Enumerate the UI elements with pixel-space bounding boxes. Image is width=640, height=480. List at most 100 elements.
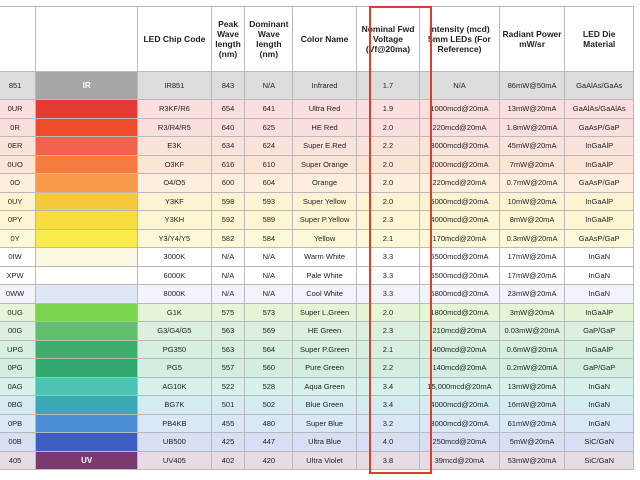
- cell-intensity: 140mcd@20mA: [419, 358, 500, 378]
- cell-die-material: SiC/GaN: [564, 450, 634, 470]
- cell-intensity: 210mcd@20mA: [419, 321, 500, 341]
- cell-code: 0WW: [0, 284, 37, 304]
- cell-code: 0BG: [0, 395, 37, 415]
- cell-forward-voltage: 3.2: [355, 413, 421, 433]
- cell-chip-code: O4/O5: [137, 173, 212, 193]
- cell-dominant-wavelength: N/A: [244, 265, 294, 285]
- cell-swatch: [35, 228, 139, 248]
- table-row: 0ER E3K 634 624 Super E.Red 2.2 8000mcd@20mA 45…: [0, 136, 634, 156]
- cell-peak-wavelength: N/A: [210, 265, 246, 285]
- cell-chip-code: 8000K: [137, 284, 212, 304]
- cell-die-material: InGaAlP: [564, 154, 634, 174]
- table-row: 0UY Y3KF 598 593 Super Yellow 2.0 5000mcd@20mA…: [0, 191, 634, 211]
- header-radiant-power: Radiant Power mW/sr: [498, 6, 566, 72]
- cell-code: XPW: [0, 265, 37, 285]
- cell-peak-wavelength: 575: [210, 302, 246, 322]
- cell-code: 0UR: [0, 99, 37, 119]
- cell-die-material: GaP/GaP: [564, 358, 634, 378]
- cell-radiant-power: 0.2mW@20mA: [498, 358, 566, 378]
- cell-die-material: GaAlAs/GaAs: [564, 71, 634, 100]
- cell-color-name: Ultra Blue: [292, 432, 357, 452]
- table-row: 00G G3/G4/G5 563 569 HE Green 2.3 210mcd@20mA 0…: [0, 321, 634, 341]
- cell-dominant-wavelength: 589: [244, 210, 294, 230]
- cell-dominant-wavelength: 528: [244, 376, 294, 396]
- header-code-blank: [0, 6, 37, 72]
- cell-forward-voltage: 2.0: [355, 191, 421, 211]
- table-row: 0O O4/O5 600 604 Orange 2.0 220mcd@20mA 0.7mW@2…: [0, 173, 634, 193]
- cell-color-name: Orange: [292, 173, 357, 193]
- cell-color-name: Super Blue: [292, 413, 357, 433]
- cell-chip-code: G1K: [137, 302, 212, 322]
- cell-swatch: [35, 358, 139, 378]
- cell-radiant-power: 3mW@20mA: [498, 302, 566, 322]
- cell-code: UPG: [0, 339, 37, 359]
- table-row: 0BG BG7K 501 502 Blue Green 3.4 4000mcd@20mA 16…: [0, 395, 634, 415]
- cell-color-name: Cool White: [292, 284, 357, 304]
- cell-color-name: Super P.Green: [292, 339, 357, 359]
- cell-forward-voltage: 2.3: [355, 210, 421, 230]
- cell-code: 0UY: [0, 191, 37, 211]
- cell-forward-voltage: 2.1: [355, 228, 421, 248]
- cell-swatch: [35, 154, 139, 174]
- cell-dominant-wavelength: 420: [244, 450, 294, 470]
- cell-die-material: InGaN: [564, 376, 634, 396]
- cell-peak-wavelength: 455: [210, 413, 246, 433]
- cell-swatch: [35, 395, 139, 415]
- cell-radiant-power: 0.6mW@20mA: [498, 339, 566, 359]
- cell-dominant-wavelength: 610: [244, 154, 294, 174]
- cell-forward-voltage: 2.1: [355, 339, 421, 359]
- cell-color-name: Infrared: [292, 71, 357, 100]
- table-row: 0PG PG5 557 560 Pure Green 2.2 140mcd@20mA 0.2m…: [0, 358, 634, 378]
- cell-color-name: Super L.Green: [292, 302, 357, 322]
- cell-swatch: [35, 339, 139, 359]
- cell-dominant-wavelength: 480: [244, 413, 294, 433]
- cell-code: 0O: [0, 173, 37, 193]
- cell-dominant-wavelength: 560: [244, 358, 294, 378]
- cell-color-name: Warm White: [292, 247, 357, 267]
- cell-peak-wavelength: N/A: [210, 247, 246, 267]
- table-row: 0IW 3000K N/A N/A Warm White 3.3 5500mcd@20mA 1…: [0, 247, 634, 267]
- table-header: LED Chip Code Peak Wave length (nm) Domi…: [0, 6, 634, 72]
- cell-dominant-wavelength: N/A: [244, 247, 294, 267]
- cell-forward-voltage: 3.3: [355, 265, 421, 285]
- cell-peak-wavelength: 557: [210, 358, 246, 378]
- cell-color-name: Super E.Red: [292, 136, 357, 156]
- cell-chip-code: 3000K: [137, 247, 212, 267]
- cell-code: 00B: [0, 432, 37, 452]
- table-row: XPW 6000K N/A N/A Pale White 3.3 5500mcd@20mA 1…: [0, 265, 634, 285]
- cell-die-material: InGaN: [564, 247, 634, 267]
- cell-swatch: [35, 284, 139, 304]
- cell-radiant-power: 17mW@20mA: [498, 247, 566, 267]
- cell-code: 00G: [0, 321, 37, 341]
- cell-die-material: GaP/GaP: [564, 321, 634, 341]
- cell-code: 0UO: [0, 154, 37, 174]
- cell-intensity: 3000mcd@20mA: [419, 413, 500, 433]
- cell-forward-voltage: 3.3: [355, 247, 421, 267]
- header-peak-wavelength: Peak Wave length (nm): [210, 6, 246, 72]
- cell-dominant-wavelength: 447: [244, 432, 294, 452]
- cell-peak-wavelength: 843: [210, 71, 246, 100]
- cell-chip-code: UV405: [137, 450, 212, 470]
- cell-chip-code: Y3KF: [137, 191, 212, 211]
- cell-radiant-power: 13mW@20mA: [498, 99, 566, 119]
- cell-radiant-power: 61mW@20mA: [498, 413, 566, 433]
- cell-die-material: InGaAlP: [564, 339, 634, 359]
- cell-die-material: InGaN: [564, 395, 634, 415]
- cell-dominant-wavelength: 502: [244, 395, 294, 415]
- cell-color-name: HE Green: [292, 321, 357, 341]
- cell-intensity: 8000mcd@20mA: [419, 136, 500, 156]
- cell-forward-voltage: 3.4: [355, 395, 421, 415]
- table-row: 0UO O3KF 616 610 Super Orange 2.0 2000mcd@20mA…: [0, 154, 634, 174]
- swatch-label: UV: [81, 455, 93, 465]
- cell-peak-wavelength: 522: [210, 376, 246, 396]
- cell-peak-wavelength: 640: [210, 117, 246, 137]
- cell-die-material: InGaN: [564, 284, 634, 304]
- cell-forward-voltage: 2.0: [355, 117, 421, 137]
- cell-chip-code: E3K: [137, 136, 212, 156]
- cell-peak-wavelength: 563: [210, 339, 246, 359]
- cell-forward-voltage: 3.8: [355, 450, 421, 470]
- header-color-name: Color Name: [292, 6, 357, 72]
- cell-die-material: InGaAlP: [564, 191, 634, 211]
- cell-swatch: UV: [35, 450, 139, 470]
